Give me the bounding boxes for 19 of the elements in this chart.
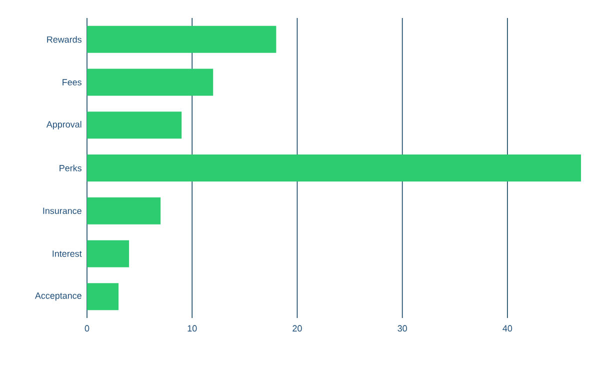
x-tick-label: 40 — [502, 325, 512, 332]
x-tick-label: 30 — [398, 325, 407, 332]
bar — [87, 283, 119, 310]
y-tick-label: Insurance — [43, 208, 82, 214]
x-tick-label: 0 — [84, 325, 90, 332]
bar — [87, 154, 582, 182]
bar — [87, 68, 214, 96]
y-tick-label: Fees — [62, 79, 82, 86]
bar — [87, 26, 276, 53]
y-tick-label: Approval — [46, 120, 82, 130]
x-tick-label: 10 — [188, 325, 197, 332]
bar — [87, 240, 130, 268]
y-tick-label: Rewards — [47, 36, 82, 43]
x-tick-label: 20 — [292, 325, 302, 332]
bar — [87, 112, 182, 139]
y-tick-label: Acceptance — [34, 292, 82, 301]
y-tick-label: Perks — [60, 164, 82, 172]
bar — [87, 197, 161, 224]
y-tick-label: Interest — [52, 250, 82, 257]
